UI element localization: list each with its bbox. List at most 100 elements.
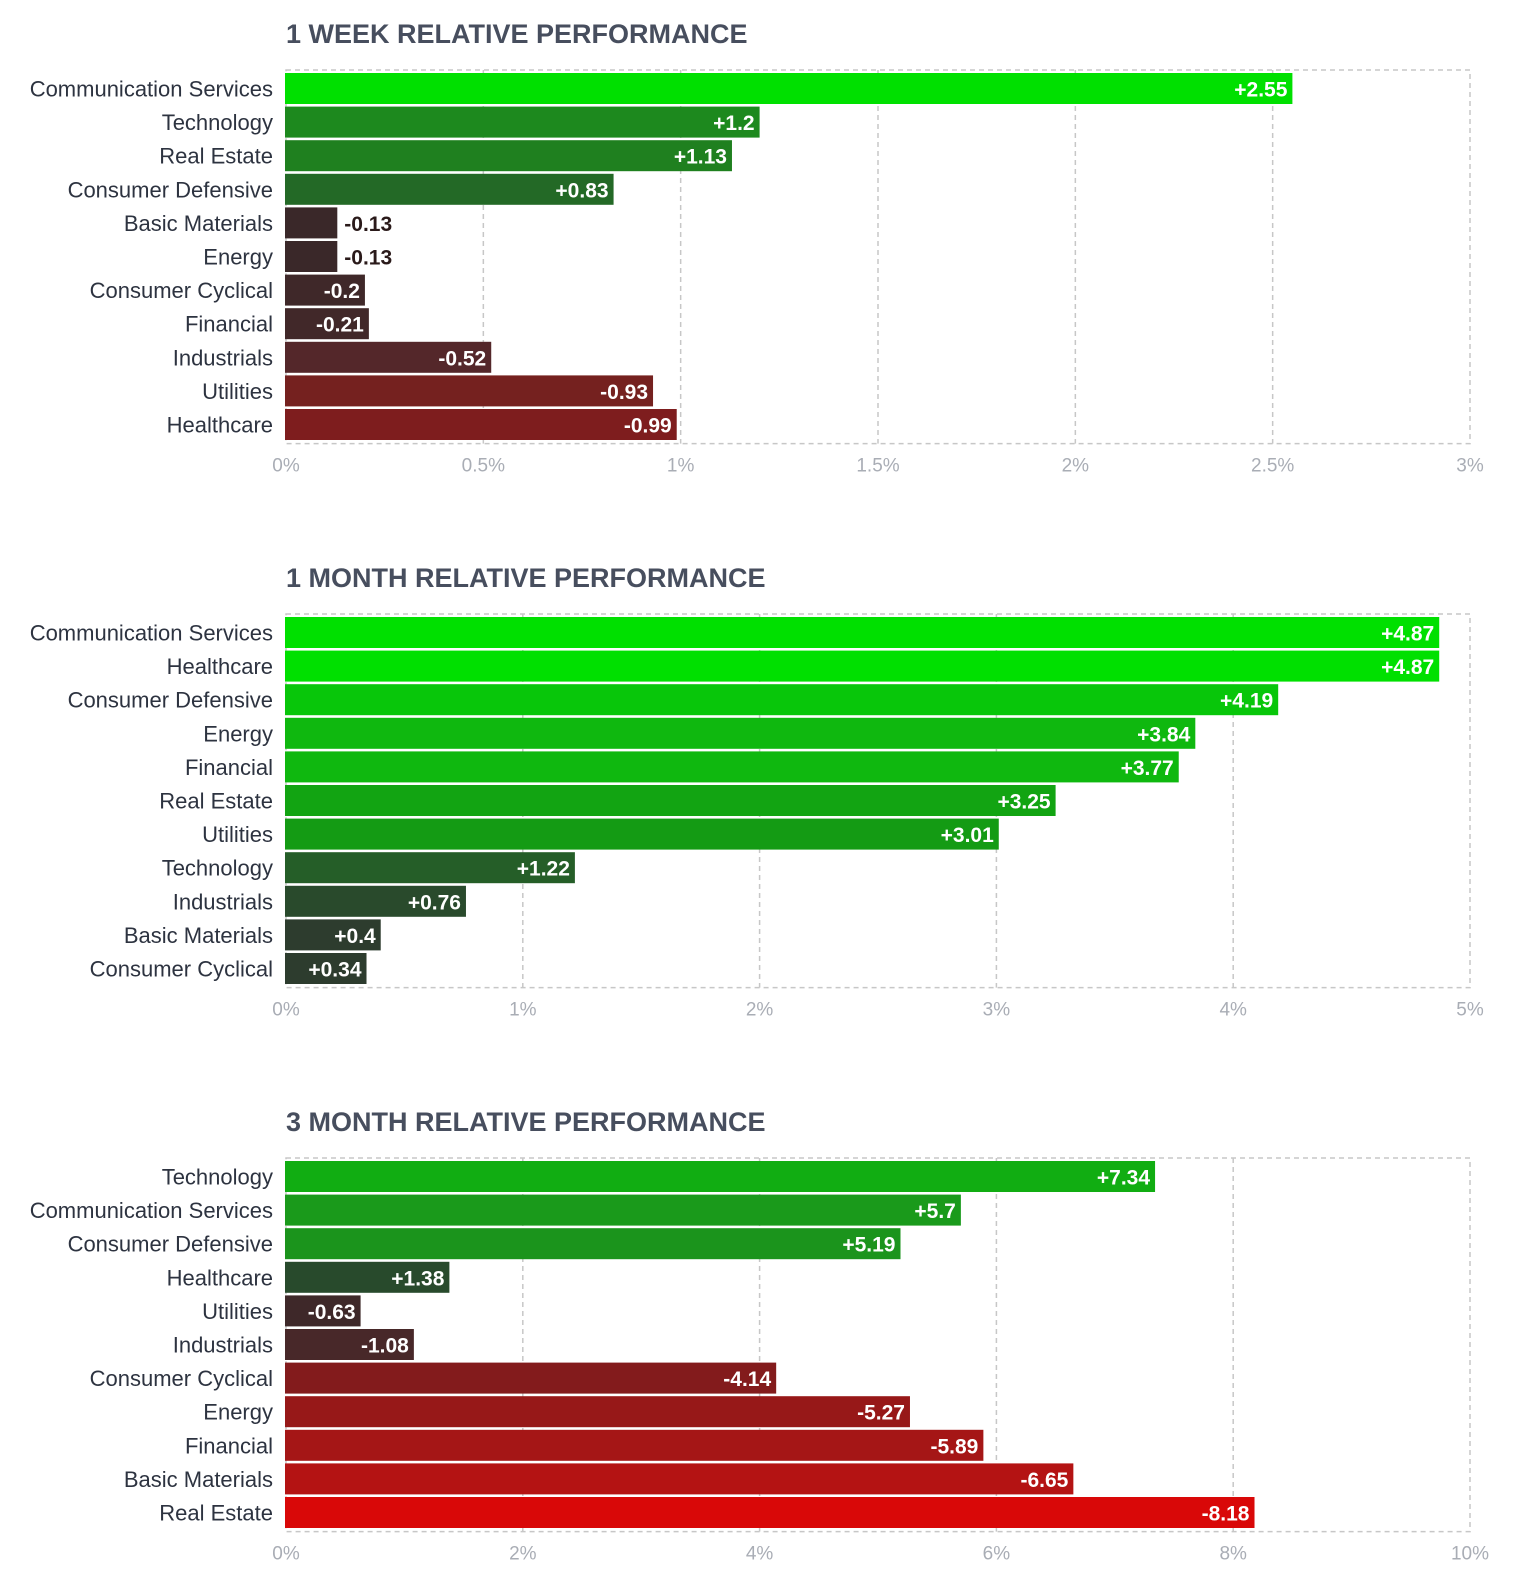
value-label-utilities: -0.93 <box>600 381 648 404</box>
category-label-communication-services: Communication Services <box>30 77 273 102</box>
value-label-real-estate: +3.25 <box>997 791 1050 814</box>
tick-label: 1% <box>667 456 695 477</box>
bar-real-estate <box>285 140 732 172</box>
value-label-technology: +1.22 <box>517 858 570 881</box>
category-label-basic-materials: Basic Materials <box>124 923 273 948</box>
category-label-healthcare: Healthcare <box>167 413 273 438</box>
value-label-energy: -0.13 <box>344 247 392 270</box>
tick-label: 0.5% <box>462 456 505 477</box>
bar-consumer-cyclical <box>285 274 365 306</box>
category-label-financial: Financial <box>185 312 273 337</box>
category-label-real-estate: Real Estate <box>159 1501 273 1526</box>
tick-label: 6% <box>983 1544 1011 1565</box>
value-label-consumer-cyclical: -4.14 <box>723 1368 771 1391</box>
category-label-basic-materials: Basic Materials <box>124 1467 273 1492</box>
tick-label: 3% <box>1456 456 1484 477</box>
value-label-consumer-defensive: +0.83 <box>555 179 608 202</box>
tick-label: 1% <box>509 1000 537 1021</box>
bar-basic-materials <box>285 919 381 951</box>
category-label-real-estate: Real Estate <box>159 144 273 169</box>
value-label-healthcare: -0.99 <box>624 415 672 438</box>
chart-1: 1 WEEK RELATIVE PERFORMANCE Communication… <box>30 19 1484 477</box>
value-label-consumer-defensive: +4.19 <box>1220 690 1273 713</box>
bar-energy <box>285 1396 910 1428</box>
value-label-energy: +3.84 <box>1137 723 1190 746</box>
tick-label: 2% <box>509 1544 537 1565</box>
value-label-healthcare: +4.87 <box>1381 656 1434 679</box>
value-label-industrials: -0.52 <box>438 347 486 370</box>
value-label-industrials: -1.08 <box>361 1335 409 1358</box>
value-label-basic-materials: -0.13 <box>344 213 392 236</box>
bar-consumer-cyclical <box>285 953 367 984</box>
chart-3: 3 MONTH RELATIVE PERFORMANCE Technology +7… <box>30 1107 1489 1565</box>
bar-industrials <box>285 1329 414 1360</box>
value-label-basic-materials: +0.4 <box>334 925 376 948</box>
category-label-consumer-defensive: Consumer Defensive <box>68 177 273 202</box>
bar-communication-services <box>285 73 1293 104</box>
bar-real-estate <box>285 1497 1255 1528</box>
bar-industrials <box>285 341 492 373</box>
category-label-consumer-defensive: Consumer Defensive <box>68 1232 273 1257</box>
category-label-energy: Energy <box>203 721 273 746</box>
category-label-healthcare: Healthcare <box>167 654 273 679</box>
category-label-energy: Energy <box>203 245 273 270</box>
category-label-technology: Technology <box>162 110 273 135</box>
tick-label: 4% <box>1219 1000 1247 1021</box>
bar-industrials <box>285 885 466 917</box>
tick-label: 10% <box>1451 1544 1489 1565</box>
bar-consumer-defensive <box>285 1228 901 1260</box>
value-label-communication-services: +2.55 <box>1234 79 1287 102</box>
bar-financial <box>285 751 1179 783</box>
value-label-basic-materials: -6.65 <box>1020 1469 1068 1492</box>
tick-label: 1.5% <box>856 456 899 477</box>
value-label-technology: +1.2 <box>713 112 754 135</box>
value-label-communication-services: +5.7 <box>914 1200 955 1223</box>
value-label-communication-services: +4.87 <box>1381 623 1434 646</box>
tick-label: 0% <box>272 1544 300 1565</box>
tick-label: 5% <box>1456 1000 1484 1021</box>
bar-communication-services <box>285 617 1440 648</box>
category-label-utilities: Utilities <box>202 822 273 847</box>
category-label-real-estate: Real Estate <box>159 789 273 814</box>
category-label-communication-services: Communication Services <box>30 621 273 646</box>
bar-consumer-defensive <box>285 684 1279 716</box>
category-label-communication-services: Communication Services <box>30 1198 273 1223</box>
category-label-utilities: Utilities <box>202 1299 273 1324</box>
value-label-financial: -0.21 <box>316 314 364 337</box>
tick-label: 0% <box>272 1000 300 1021</box>
tick-label: 3% <box>983 1000 1011 1021</box>
category-label-financial: Financial <box>185 755 273 780</box>
tick-label: 2.5% <box>1251 456 1294 477</box>
value-label-consumer-defensive: +5.19 <box>842 1234 895 1257</box>
category-label-technology: Technology <box>162 1165 273 1190</box>
value-label-utilities: +3.01 <box>941 824 994 847</box>
category-label-industrials: Industrials <box>173 345 273 370</box>
category-label-technology: Technology <box>162 856 273 881</box>
value-label-industrials: +0.76 <box>408 891 461 914</box>
category-label-industrials: Industrials <box>173 1333 273 1358</box>
category-label-consumer-cyclical: Consumer Cyclical <box>90 278 273 303</box>
value-label-financial: -5.89 <box>931 1435 979 1458</box>
tick-label: 4% <box>746 1544 774 1565</box>
value-label-consumer-cyclical: -0.2 <box>324 280 360 303</box>
chart-title: 3 MONTH RELATIVE PERFORMANCE <box>286 1107 766 1137</box>
value-label-utilities: -0.63 <box>308 1301 356 1324</box>
bar-energy <box>285 717 1196 749</box>
bar-utilities <box>285 818 999 850</box>
bar-basic-materials <box>285 1463 1074 1495</box>
tick-label: 8% <box>1219 1544 1247 1565</box>
value-label-real-estate: +1.13 <box>674 146 727 169</box>
bar-energy <box>285 241 338 272</box>
category-label-consumer-cyclical: Consumer Cyclical <box>90 1366 273 1391</box>
category-label-industrials: Industrials <box>173 889 273 914</box>
category-label-energy: Energy <box>203 1400 273 1425</box>
bar-consumer-defensive <box>285 173 614 205</box>
tick-label: 2% <box>746 1000 774 1021</box>
bar-technology <box>285 1161 1156 1192</box>
bar-technology <box>285 106 760 138</box>
value-label-financial: +3.77 <box>1121 757 1174 780</box>
bar-healthcare <box>285 650 1440 682</box>
value-label-healthcare: +1.38 <box>391 1267 444 1290</box>
bar-financial <box>285 1429 984 1461</box>
value-label-energy: -5.27 <box>857 1402 905 1425</box>
